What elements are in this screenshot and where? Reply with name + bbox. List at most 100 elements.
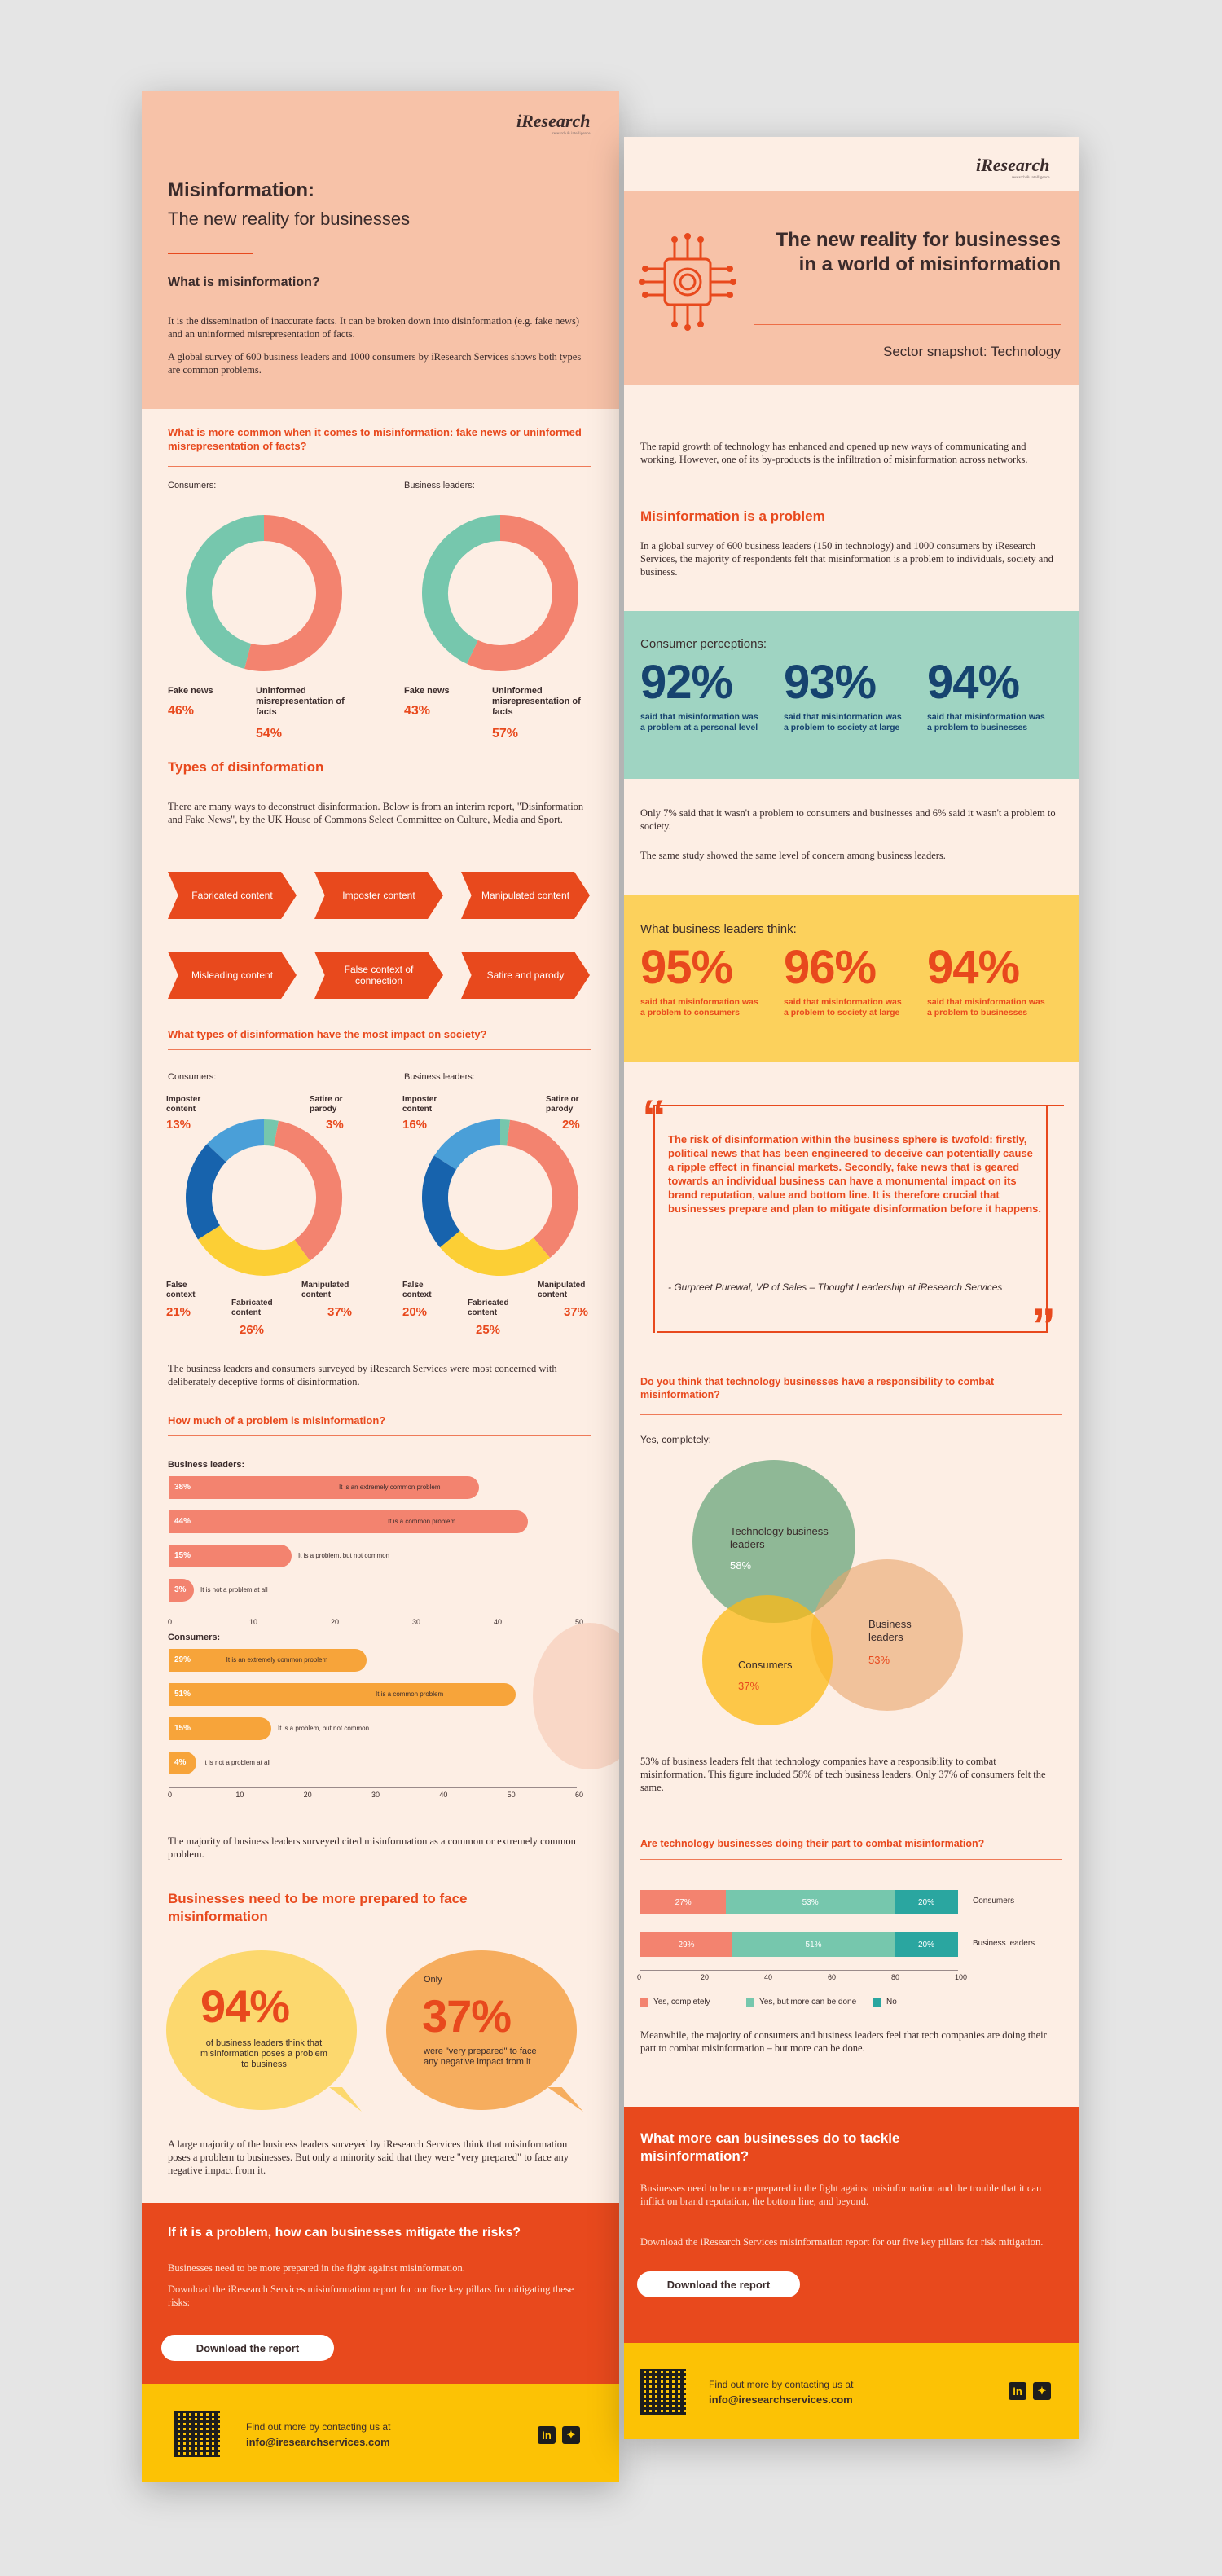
donut-slice-satire-or-parody [263,1119,279,1147]
question-3: How much of a problem is misinformation? [168,1414,386,1426]
donut2-fake-label: Fake news [404,686,450,696]
bar [169,1510,528,1533]
stacked-segment: 27% [640,1890,727,1914]
stat-text: said that misinformation was a problem a… [640,712,758,732]
axis-tick: 10 [235,1791,244,1799]
bar [169,1649,367,1672]
axis-tick: 50 [507,1791,516,1799]
donut-slice-fake-news [186,515,265,669]
ring1-false-value: 21% [166,1305,191,1319]
axis-tick: 60 [828,1973,837,1981]
stat-text: said that misinformation was a problem t… [784,712,902,732]
donut-slice-fake-news [422,515,501,664]
bubble-tail [547,2087,583,2112]
qr-code [640,2369,686,2415]
ring2-satire: Satire or parody [546,1095,579,1114]
bar-label: It is not a problem at all [203,1759,271,1766]
legend-swatch [873,1998,881,2007]
page-title: Misinformation: [168,179,314,201]
bar-label: It is an extremely common problem [226,1656,328,1664]
linkedin-icon[interactable]: in [1009,2382,1026,2400]
stat-text: said that misinformation was a problem t… [927,712,1045,732]
legend-swatch [640,1998,648,2007]
sector-subtitle: Sector snapshot: Technology [883,344,1061,359]
ring2-false-value: 20% [402,1305,428,1319]
axis-tick: 30 [412,1618,421,1626]
donut-leaders-fake-news [422,515,578,671]
venn-circle-leaders [811,1559,963,1711]
bar-value: 3% [174,1585,187,1594]
bar-value: 15% [174,1724,191,1733]
donut-slice-imposter-content [207,1119,265,1163]
bar [169,1717,271,1740]
bar [169,1683,516,1706]
bubble-tail [329,2087,362,2112]
ring2-fabricated-value: 25% [476,1323,501,1337]
bubble-94 [166,1950,357,2110]
stat-text: said that misinformation was a problem t… [784,997,902,1018]
right-title: The new reality for businesses in a worl… [776,229,1061,275]
bar [169,1476,479,1499]
stat-number: 94% [927,941,1020,994]
download-report-button[interactable]: Download the report [161,2335,334,2361]
consumer-heading: Consumer perceptions: [640,637,767,651]
contact-email[interactable]: info@iresearchservices.com [246,2436,390,2448]
logo: iResearch research & intelligence [516,111,591,136]
ring1-satire: Satire or parody [310,1095,343,1114]
ring2-manipulated-value: 37% [564,1305,589,1319]
download-report-button[interactable]: Download the report [637,2271,800,2297]
linkedin-icon[interactable]: in [538,2426,556,2444]
quote-text: The risk of disinformation within the bu… [668,1133,1041,1215]
twitter-icon[interactable]: ✦ [1033,2382,1051,2400]
logo: iResearch research & intelligence [976,155,1050,180]
donut1-uninformed-label: Uninformed misrepresentation of facts [256,686,345,717]
more-paragraph-2: Download the iResearch Services misinfor… [640,2236,1044,2248]
consumers-label: Consumers: [168,481,217,490]
yes-completely-label: Yes, completely: [640,1434,711,1445]
fingerprint-chip-icon [639,233,736,331]
ring1-manipulated: Manipulated content [301,1281,349,1299]
donut-slice-fabricated-content [197,1224,310,1276]
bar-label: It is an extremely common problem [339,1484,441,1491]
contact-email[interactable]: info@iresearchservices.com [709,2394,853,2406]
left-header [142,91,619,409]
bar-value: 4% [174,1758,187,1767]
bar [169,1545,292,1567]
axis-tick: 60 [575,1791,584,1799]
axis-tick: 0 [637,1973,642,1981]
question-2: What types of disinformation have the mo… [168,1028,487,1040]
legend-swatch [746,1998,754,2007]
meanwhile-paragraph: Meanwhile, the majority of consumers and… [640,2029,1047,2054]
bubble1-number: 94% [200,1980,290,2032]
donut-slice-manipulated-content [273,1120,342,1261]
legend-label: No [886,1998,897,2007]
what-paragraph-1: It is the dissemination of inaccurate fa… [168,315,580,340]
leaders-label: Business leaders: [404,1072,475,1082]
axis-tick: 20 [331,1618,340,1626]
bars-leaders-label: Business leaders: [168,1460,245,1470]
problem-heading: Misinformation is a problem [640,508,825,524]
quote-close-icon: ” [1031,1299,1056,1353]
question-1: What is more common when it comes to mis… [168,426,582,452]
ring2-imposter: Imposter content [402,1095,437,1114]
donut-slice-uninformed-misrepresentation-of-facts [467,515,578,671]
stat-number: 94% [927,656,1020,709]
stat-number: 95% [640,941,733,994]
twitter-icon[interactable]: ✦ [562,2426,580,2444]
bar-value: 29% [174,1655,191,1664]
types-heading: Types of disinformation [168,759,324,775]
ring2-imposter-value: 16% [402,1118,428,1132]
prepared-heading: Businesses need to be more prepared to f… [168,1891,468,1924]
bar-chart-consumers: 29% It is an extremely common problem 51% I… [168,1649,591,1799]
type-chevron: False context of connection [314,952,443,999]
title-rule [168,253,253,254]
legend-label: Yes, completely [653,1998,710,2007]
donut1-fake-value: 46% [168,704,195,718]
type-chevron: Satire and parody [461,952,590,999]
ring2-satire-value: 2% [562,1118,580,1132]
type-chevron: Misleading content [168,952,297,999]
what-heading: What is misinformation? [168,275,320,289]
stacked-axis [640,1970,958,1971]
type-chevron: Imposter content [314,872,443,919]
venn-leaders-value: 53% [868,1654,890,1666]
